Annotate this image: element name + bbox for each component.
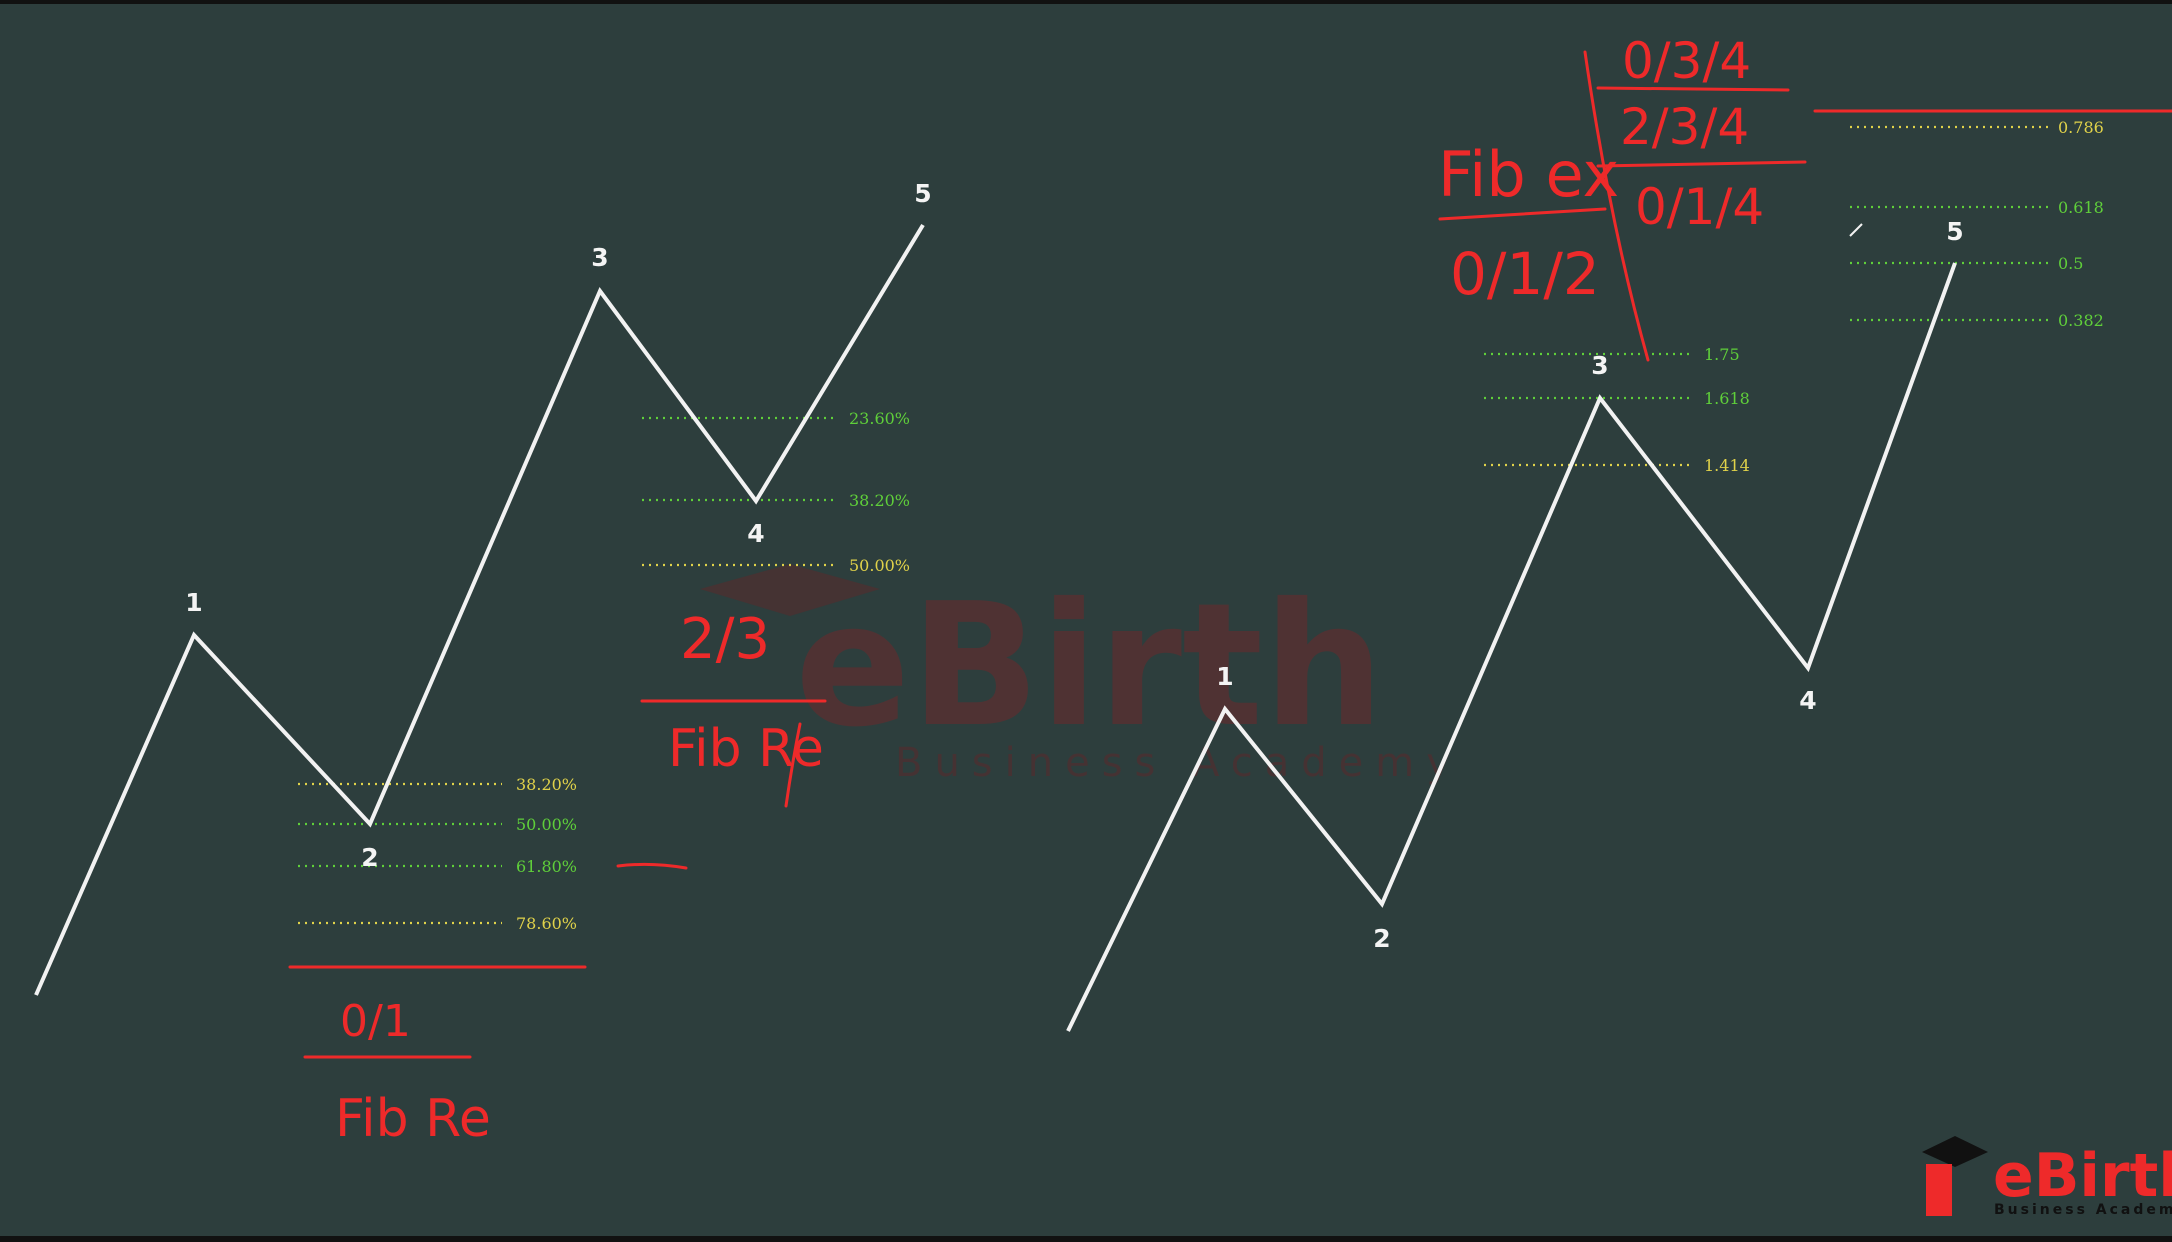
left-wave-label-5: 5	[914, 179, 931, 208]
annotations: 0/1 Fib Re 2/3 Fib Re Fib ex 0/1/2 0/3/4…	[288, 32, 2172, 1149]
right-wave-line	[1066, 262, 1957, 1032]
watermark-tagline: Business Academy	[895, 740, 1462, 786]
right-w5-label-0786: 0.786	[2058, 118, 2104, 137]
pen-cursor-mark	[1849, 223, 1863, 237]
left-w2-label-61: 61.80%	[516, 857, 577, 876]
right-wave-label-4: 4	[1799, 686, 1816, 715]
left-wave-line	[34, 223, 925, 996]
left-wave-label-1: 1	[185, 588, 202, 617]
right-top-tool-text: Fib ex	[1438, 138, 1619, 211]
left-w4-label-23: 23.60%	[849, 409, 910, 428]
logo-mark	[1926, 1164, 1952, 1216]
diagram-canvas: eBirth Business Academy 38.20% 50.00% 61…	[34, 32, 2172, 1218]
right-top-underline	[1438, 207, 1607, 221]
right-wave-label-3: 3	[1591, 351, 1608, 380]
right-w5-label-0382: 0.382	[2058, 311, 2104, 330]
left-w2-label-78: 78.60%	[516, 914, 577, 933]
left-wave-label-4: 4	[747, 519, 764, 548]
logo-cap-icon	[1922, 1136, 1988, 1167]
left-mid-ratio-text: 2/3	[680, 607, 770, 672]
brand-logo: eBirth Business Academy	[1922, 1136, 2172, 1218]
logo-brand: eBirth	[1993, 1141, 2172, 1211]
left-w2-label-50: 50.00%	[516, 815, 577, 834]
left-bottom-tool-text: Fib Re	[335, 1089, 491, 1149]
right-wave-label-1: 1	[1216, 662, 1233, 691]
left-wave-label-2: 2	[361, 843, 378, 872]
left-red-dash-mark	[616, 862, 688, 870]
left-diagram: 38.20% 50.00% 61.80% 78.60% 23.60% 38.20…	[34, 179, 932, 996]
right-top-ratio-3-text: 2/3/4	[1620, 98, 1749, 156]
left-mid-slash-mark	[784, 722, 802, 808]
right-w3-label-1414: 1.414	[1704, 456, 1750, 475]
right-diagram: 1.75 1.618 1.414 0.786 0.618 0.5 0.382 1…	[1066, 118, 2104, 1032]
right-w5-label-05: 0.5	[2058, 254, 2083, 273]
watermark-brand: eBirth	[795, 567, 1384, 765]
left-w2-label-38: 38.20%	[516, 775, 577, 794]
right-top-bar-1	[1596, 86, 1790, 92]
right-top-ratio-1-text: 0/1/2	[1450, 240, 1600, 308]
right-top-bar-2	[1596, 160, 1807, 168]
watermark: eBirth Business Academy	[700, 564, 1462, 786]
right-w3-label-175: 1.75	[1704, 345, 1740, 364]
left-w4-label-38: 38.20%	[849, 491, 910, 510]
logo-tagline: Business Academy	[1994, 1202, 2172, 1218]
left-wave-label-3: 3	[591, 243, 608, 272]
left-w4-label-50: 50.00%	[849, 556, 910, 575]
right-w3-label-1618: 1.618	[1704, 389, 1750, 408]
right-top-ratio-2-text: 0/3/4	[1622, 32, 1751, 90]
right-top-divider	[1583, 50, 1650, 362]
right-wave-label-5: 5	[1946, 217, 1963, 246]
right-wave-label-2: 2	[1373, 924, 1390, 953]
right-top-ratio-4-text: 0/1/4	[1635, 178, 1764, 236]
watermark-cap-icon	[700, 564, 880, 616]
right-w5-label-0618: 0.618	[2058, 198, 2104, 217]
left-bottom-ratio-text: 0/1	[340, 996, 411, 1047]
